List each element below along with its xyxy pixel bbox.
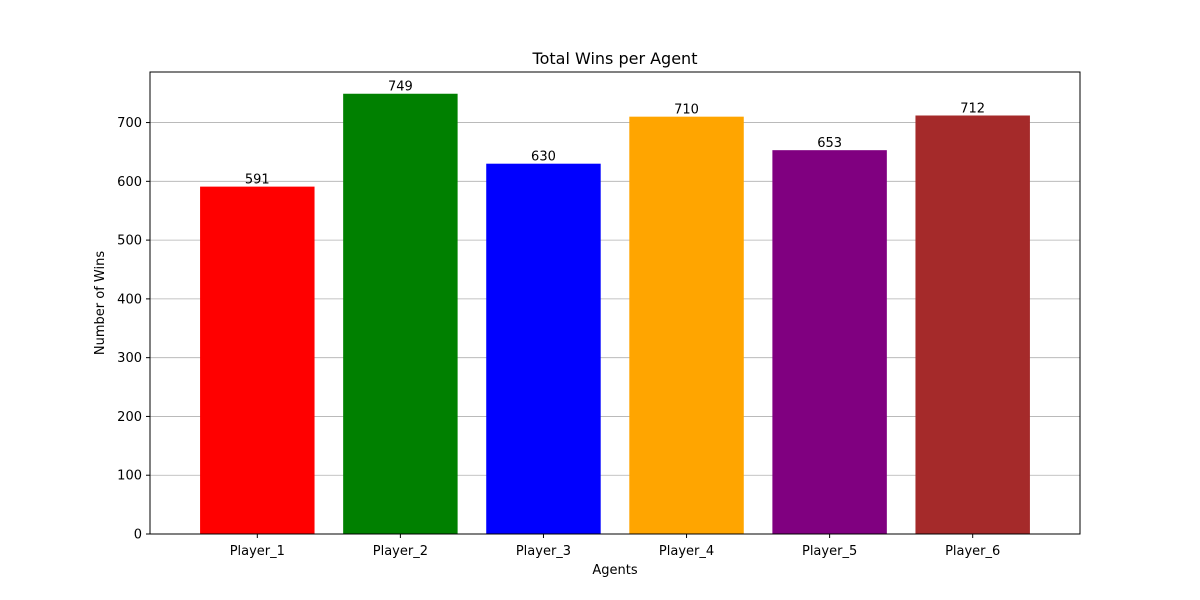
x-tick-label: Player_1: [230, 544, 285, 559]
bar: [486, 163, 601, 535]
y-axis-label: Number of Wins: [93, 251, 108, 355]
y-tick-label: 100: [117, 469, 142, 484]
bar: [915, 115, 1030, 534]
bars-layer: [200, 93, 1030, 535]
data-labels-layer: 591 749 630 710 653 712: [245, 80, 985, 188]
data-label: 630: [531, 150, 556, 165]
y-tick-label: 0: [134, 528, 142, 543]
x-tick-label: Player_5: [802, 544, 857, 559]
y-tick-label: 400: [117, 292, 142, 307]
x-tick-label: Player_4: [659, 544, 714, 559]
y-tick-label: 500: [117, 234, 142, 249]
ticks-layer: 0 100 200 300 400 500 600 700 Player_1 Player_2 Pl…: [117, 116, 1000, 559]
chart-title: Total Wins per Agent: [532, 49, 698, 68]
bar: [772, 150, 887, 534]
bar: [200, 186, 315, 534]
data-label: 712: [960, 101, 985, 116]
y-tick-label: 600: [117, 175, 142, 190]
bar: [343, 93, 458, 534]
x-tick-label: Player_2: [373, 544, 428, 559]
data-label: 653: [817, 136, 842, 151]
x-axis-label: Agents: [592, 563, 637, 578]
data-label: 749: [388, 80, 413, 95]
data-label: 710: [674, 103, 699, 118]
x-tick-label: Player_3: [516, 544, 571, 559]
axes-frame: [149, 71, 1081, 535]
y-tick-label: 700: [117, 116, 142, 131]
data-label: 591: [245, 173, 270, 188]
x-tick-label: Player_6: [945, 544, 1000, 559]
y-tick-label: 200: [117, 410, 142, 425]
bar: [629, 116, 744, 534]
y-tick-label: 300: [117, 351, 142, 366]
